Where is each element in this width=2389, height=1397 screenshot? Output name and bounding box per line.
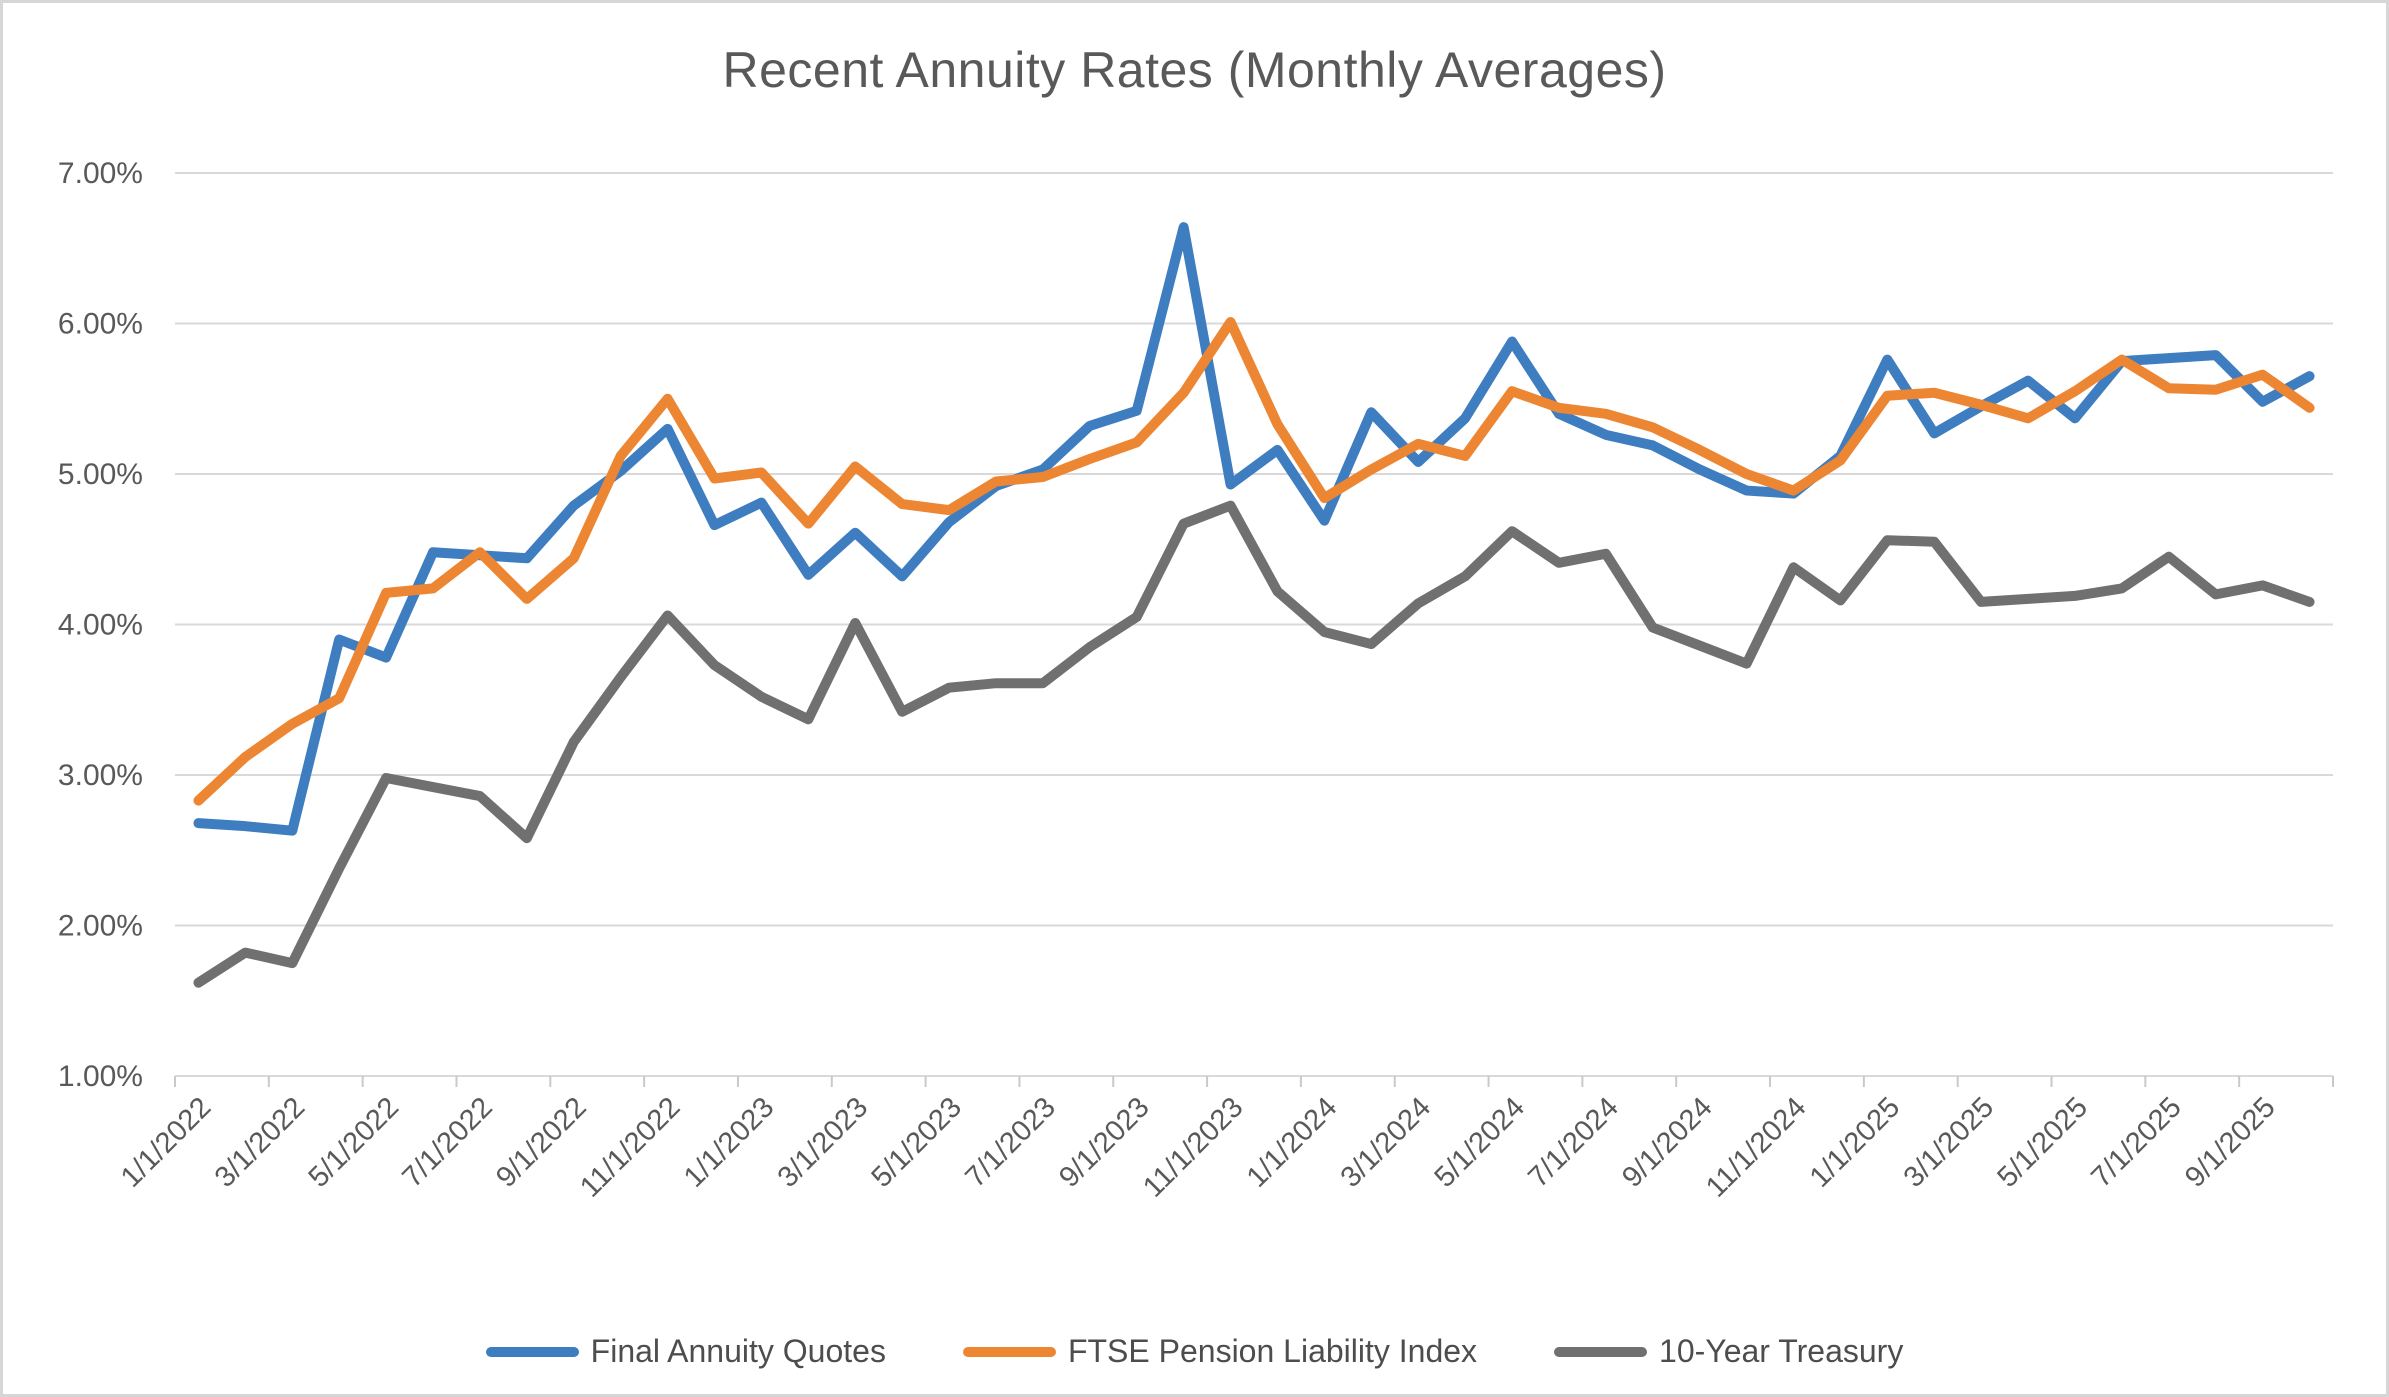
svg-text:3/1/2022: 3/1/2022 [209,1091,311,1193]
svg-text:7/1/2024: 7/1/2024 [1522,1091,1624,1193]
svg-text:3/1/2024: 3/1/2024 [1335,1091,1437,1193]
svg-text:3/1/2023: 3/1/2023 [772,1091,874,1193]
series-ftse-pension-liability-index [193,316,2315,806]
svg-text:5/1/2024: 5/1/2024 [1429,1091,1531,1193]
y-axis-labels: 1.00% 2.00% 3.00% 4.00% 5.00% 6.00% 7.00% [58,157,143,1093]
legend-swatch-final-annuity-quotes-icon [485,1346,579,1357]
svg-text:1/1/2025: 1/1/2025 [1804,1091,1906,1193]
svg-text:7/1/2023: 7/1/2023 [959,1091,1061,1193]
svg-text:3/1/2025: 3/1/2025 [1898,1091,2000,1193]
svg-text:7.00%: 7.00% [58,157,143,190]
svg-text:4.00%: 4.00% [58,609,143,642]
legend-label: 10-Year Treasury [1659,1333,1904,1369]
legend: Final Annuity Quotes FTSE Pension Liabil… [3,1333,2386,1370]
svg-text:2.00%: 2.00% [58,910,143,943]
svg-text:5.00%: 5.00% [58,458,143,491]
svg-text:9/1/2025: 9/1/2025 [2179,1091,2281,1193]
svg-text:11/1/2023: 11/1/2023 [1137,1091,1249,1203]
series-final-annuity-quotes [193,222,2315,836]
svg-text:3.00%: 3.00% [58,759,143,792]
svg-text:5/1/2025: 5/1/2025 [1991,1091,2093,1193]
legend-item-ftse-pension-liability-index: FTSE Pension Liability Index [962,1333,1478,1370]
x-axis-ticks [174,1076,2334,1087]
svg-text:11/1/2022: 11/1/2022 [574,1091,686,1203]
x-axis-labels: 1/1/20223/1/20225/1/20227/1/20229/1/2022… [115,1091,2282,1203]
plot: 1.00% 2.00% 3.00% 4.00% 5.00% 6.00% 7.00% 1/1/2… [58,157,2334,1204]
svg-text:1/1/2022: 1/1/2022 [115,1091,217,1193]
legend-label: FTSE Pension Liability Index [1067,1333,1478,1369]
legend-swatch-ftse-pension-liability-index-icon [962,1346,1056,1357]
gridlines [175,172,2333,1077]
svg-text:5/1/2023: 5/1/2023 [866,1091,968,1193]
legend-swatch-10-year-treasury-icon [1554,1346,1648,1357]
svg-text:1/1/2023: 1/1/2023 [678,1091,780,1193]
legend-label: Final Annuity Quotes [590,1333,886,1369]
svg-text:7/1/2022: 7/1/2022 [396,1091,498,1193]
chart-title: Recent Annuity Rates (Monthly Averages) [722,42,1667,98]
series-10-year-treasury [193,500,2315,988]
svg-text:1.00%: 1.00% [58,1060,143,1093]
svg-text:11/1/2024: 11/1/2024 [1700,1091,1812,1203]
svg-text:7/1/2025: 7/1/2025 [2085,1091,2187,1193]
svg-text:5/1/2022: 5/1/2022 [303,1091,405,1193]
svg-text:6.00%: 6.00% [58,308,143,341]
legend-item-10-year-treasury: 10-Year Treasury [1554,1333,1903,1370]
legend-item-final-annuity-quotes: Final Annuity Quotes [485,1333,886,1370]
svg-text:1/1/2024: 1/1/2024 [1241,1091,1343,1193]
